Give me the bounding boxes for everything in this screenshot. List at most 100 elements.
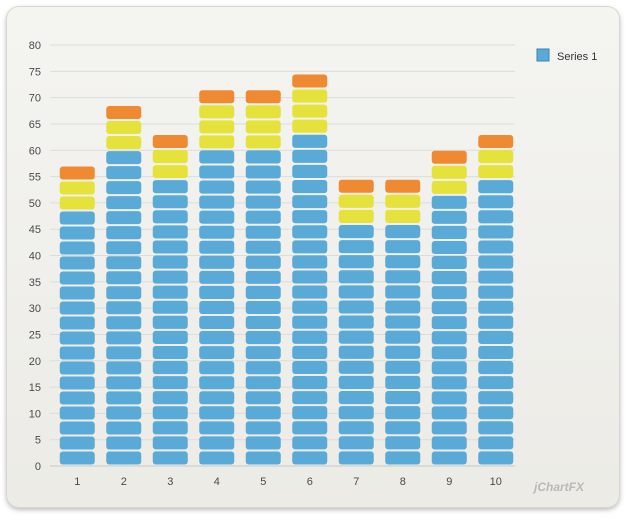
- bar-segment: [245, 105, 281, 119]
- bar-segment: [106, 271, 142, 285]
- bar-segment: [106, 346, 142, 360]
- bar-segment: [292, 360, 328, 375]
- bar-segment: [478, 376, 514, 390]
- y-tick-label: 10: [29, 408, 41, 420]
- bar-segment: [292, 74, 328, 88]
- bars: [59, 74, 514, 465]
- bar-segment: [245, 331, 281, 345]
- bar-segment: [431, 240, 467, 254]
- bar-segment: [59, 316, 95, 330]
- bar-segment: [431, 451, 467, 465]
- bar-segment: [292, 89, 328, 103]
- bar-segment: [478, 150, 514, 164]
- bar-segment: [199, 451, 235, 465]
- bar-segment: [199, 150, 235, 164]
- bar-segment: [199, 285, 235, 299]
- bar-segment: [245, 120, 281, 134]
- bar-segment: [59, 226, 95, 240]
- y-tick-label: 40: [29, 251, 41, 263]
- bar-segment: [106, 226, 142, 240]
- bar-segment: [385, 375, 421, 390]
- bar-segment: [338, 209, 374, 223]
- bar-segment: [106, 451, 142, 465]
- y-tick-label: 15: [29, 382, 41, 394]
- bar-segment: [152, 391, 188, 405]
- bar-segment: [245, 180, 281, 194]
- bar: [292, 74, 328, 465]
- bar-segment: [478, 134, 514, 149]
- bar-segment: [199, 105, 235, 119]
- bar-segment: [478, 270, 514, 284]
- bar-segment: [385, 300, 421, 314]
- bar-segment: [59, 451, 95, 465]
- bar-segment: [431, 165, 467, 179]
- bar-segment: [199, 331, 235, 345]
- bar-segment: [292, 179, 328, 194]
- bar-segment: [106, 106, 142, 120]
- bar-segment: [431, 361, 467, 375]
- bar: [478, 134, 514, 465]
- y-tick-label: 20: [29, 356, 41, 368]
- bar-segment: [385, 391, 421, 405]
- bar-segment: [338, 179, 374, 193]
- bar-segment: [431, 436, 467, 450]
- x-tick-label: 4: [214, 476, 220, 488]
- bar-segment: [431, 256, 467, 270]
- bar-segment: [478, 451, 514, 465]
- bar-segment: [245, 240, 281, 254]
- bar-segment: [431, 225, 467, 239]
- bar-segment: [431, 210, 467, 224]
- bar-segment: [199, 180, 235, 194]
- bar-segment: [106, 256, 142, 270]
- y-tick-label: 50: [29, 198, 41, 210]
- bar-segment: [106, 361, 142, 375]
- bar-segment: [245, 346, 281, 360]
- bar-segment: [59, 211, 95, 225]
- x-tick-label: 9: [446, 476, 452, 488]
- bar-segment: [478, 345, 514, 360]
- bar-segment: [59, 436, 95, 450]
- bar-segment: [152, 361, 188, 375]
- y-tick-label: 60: [29, 145, 41, 157]
- bar-segment: [245, 451, 281, 465]
- bar-segment: [431, 150, 467, 164]
- y-tick-label: 75: [29, 66, 41, 78]
- bar-segment: [106, 376, 142, 390]
- bar-segment: [106, 121, 142, 135]
- bar-segment: [152, 285, 188, 299]
- bar-segment: [245, 361, 281, 375]
- y-tick-label: 25: [29, 329, 41, 341]
- bar-segment: [292, 345, 328, 359]
- bar-segment: [431, 421, 467, 435]
- bar-segment: [59, 241, 95, 255]
- bar-segment: [245, 150, 281, 164]
- bar-segment: [431, 180, 467, 194]
- bar-segment: [292, 285, 328, 299]
- bar: [106, 106, 142, 465]
- bar-segment: [292, 300, 328, 314]
- bar-segment: [199, 361, 235, 375]
- bar-segment: [106, 436, 142, 450]
- bar-segment: [245, 391, 281, 405]
- bar-segment: [199, 300, 235, 314]
- bar-segment: [478, 361, 514, 375]
- bar-segment: [338, 360, 374, 374]
- bar-segment: [292, 255, 328, 269]
- bar-segment: [152, 150, 188, 164]
- bar-segment: [292, 436, 328, 450]
- bar-segment: [106, 301, 142, 315]
- bar-segment: [338, 345, 374, 359]
- bar-segment: [106, 166, 142, 180]
- bar-segment: [292, 451, 328, 465]
- bar-segment: [338, 224, 374, 239]
- bar-segment: [245, 406, 281, 420]
- bar-segment: [431, 301, 467, 315]
- bar-segment: [292, 134, 328, 148]
- bar-segment: [199, 165, 235, 179]
- bar-segment: [431, 331, 467, 345]
- x-tick-label: 3: [167, 476, 173, 488]
- bar-segment: [152, 330, 188, 344]
- bar: [338, 179, 374, 465]
- bar-segment: [478, 285, 514, 299]
- bar-segment: [106, 196, 142, 210]
